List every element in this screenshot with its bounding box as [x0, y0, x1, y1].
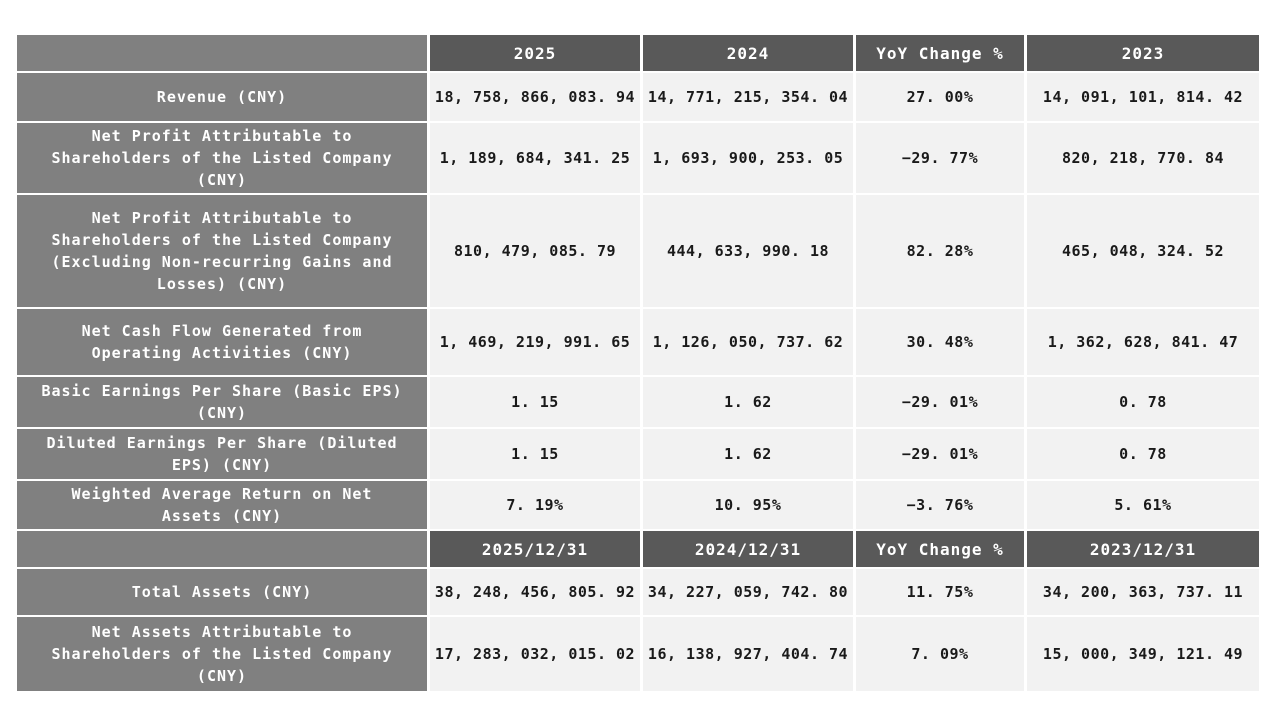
column-header-2025-12-31: 2025/12/31 — [430, 531, 640, 567]
table-row-net-profit: Net Profit Attributable to Shareholders … — [17, 123, 1259, 193]
value-cell: 30. 48% — [856, 309, 1024, 375]
column-header-2023-12-31: 2023/12/31 — [1027, 531, 1259, 567]
value-cell: 0. 78 — [1027, 377, 1259, 427]
value-cell: 1, 469, 219, 991. 65 — [430, 309, 640, 375]
value-cell: −3. 76% — [856, 481, 1024, 529]
value-cell: 18, 758, 866, 083. 94 — [430, 73, 640, 121]
value-cell: 1, 189, 684, 341. 25 — [430, 123, 640, 193]
table-row-net-profit-excl-nonrecurring: Net Profit Attributable to Shareholders … — [17, 195, 1259, 307]
row-label: Net Profit Attributable to Shareholders … — [17, 195, 427, 307]
value-cell: 1, 126, 050, 737. 62 — [643, 309, 853, 375]
row-label: Total Assets (CNY) — [17, 569, 427, 615]
value-cell: 16, 138, 927, 404. 74 — [643, 617, 853, 691]
value-cell: 0. 78 — [1027, 429, 1259, 479]
value-cell: 444, 633, 990. 18 — [643, 195, 853, 307]
financial-summary-table: 2025 2024 YoY Change % 2023 Revenue (CNY… — [14, 33, 1262, 693]
table-row-diluted-eps: Diluted Earnings Per Share (Diluted EPS)… — [17, 429, 1259, 479]
row-label: Net Cash Flow Generated from Operating A… — [17, 309, 427, 375]
value-cell: 34, 227, 059, 742. 80 — [643, 569, 853, 615]
value-cell: 1. 62 — [643, 429, 853, 479]
value-cell: 82. 28% — [856, 195, 1024, 307]
value-cell: 14, 091, 101, 814. 42 — [1027, 73, 1259, 121]
value-cell: 1. 15 — [430, 377, 640, 427]
value-cell: 14, 771, 215, 354. 04 — [643, 73, 853, 121]
value-cell: 17, 283, 032, 015. 02 — [430, 617, 640, 691]
value-cell: 820, 218, 770. 84 — [1027, 123, 1259, 193]
value-cell: 38, 248, 456, 805. 92 — [430, 569, 640, 615]
section2-header-row: 2025/12/31 2024/12/31 YoY Change % 2023/… — [17, 531, 1259, 567]
value-cell: 11. 75% — [856, 569, 1024, 615]
column-header-2024-12-31: 2024/12/31 — [643, 531, 853, 567]
value-cell: 1. 62 — [643, 377, 853, 427]
table-row-total-assets: Total Assets (CNY) 38, 248, 456, 805. 92… — [17, 569, 1259, 615]
row-label: Diluted Earnings Per Share (Diluted EPS)… — [17, 429, 427, 479]
value-cell: 1, 362, 628, 841. 47 — [1027, 309, 1259, 375]
row-label: Basic Earnings Per Share (Basic EPS) (CN… — [17, 377, 427, 427]
value-cell: 1, 693, 900, 253. 05 — [643, 123, 853, 193]
table-row-net-cash-flow: Net Cash Flow Generated from Operating A… — [17, 309, 1259, 375]
value-cell: −29. 01% — [856, 429, 1024, 479]
row-label: Revenue (CNY) — [17, 73, 427, 121]
table-row-revenue: Revenue (CNY) 18, 758, 866, 083. 94 14, … — [17, 73, 1259, 121]
value-cell: 465, 048, 324. 52 — [1027, 195, 1259, 307]
value-cell: 810, 479, 085. 79 — [430, 195, 640, 307]
table-row-basic-eps: Basic Earnings Per Share (Basic EPS) (CN… — [17, 377, 1259, 427]
value-cell: 7. 19% — [430, 481, 640, 529]
row-label: Net Assets Attributable to Shareholders … — [17, 617, 427, 691]
value-cell: 27. 00% — [856, 73, 1024, 121]
column-header-yoy-2: YoY Change % — [856, 531, 1024, 567]
corner-cell — [17, 35, 427, 71]
value-cell: −29. 01% — [856, 377, 1024, 427]
section1-header-row: 2025 2024 YoY Change % 2023 — [17, 35, 1259, 71]
value-cell: 7. 09% — [856, 617, 1024, 691]
table-row-net-assets: Net Assets Attributable to Shareholders … — [17, 617, 1259, 691]
table-row-weighted-avg-return: Weighted Average Return on Net Assets (C… — [17, 481, 1259, 529]
value-cell: 10. 95% — [643, 481, 853, 529]
column-header-2023: 2023 — [1027, 35, 1259, 71]
value-cell: 1. 15 — [430, 429, 640, 479]
value-cell: 34, 200, 363, 737. 11 — [1027, 569, 1259, 615]
column-header-2025: 2025 — [430, 35, 640, 71]
row-label: Net Profit Attributable to Shareholders … — [17, 123, 427, 193]
value-cell: 5. 61% — [1027, 481, 1259, 529]
value-cell: −29. 77% — [856, 123, 1024, 193]
column-header-2024: 2024 — [643, 35, 853, 71]
corner-cell — [17, 531, 427, 567]
row-label: Weighted Average Return on Net Assets (C… — [17, 481, 427, 529]
column-header-yoy: YoY Change % — [856, 35, 1024, 71]
value-cell: 15, 000, 349, 121. 49 — [1027, 617, 1259, 691]
